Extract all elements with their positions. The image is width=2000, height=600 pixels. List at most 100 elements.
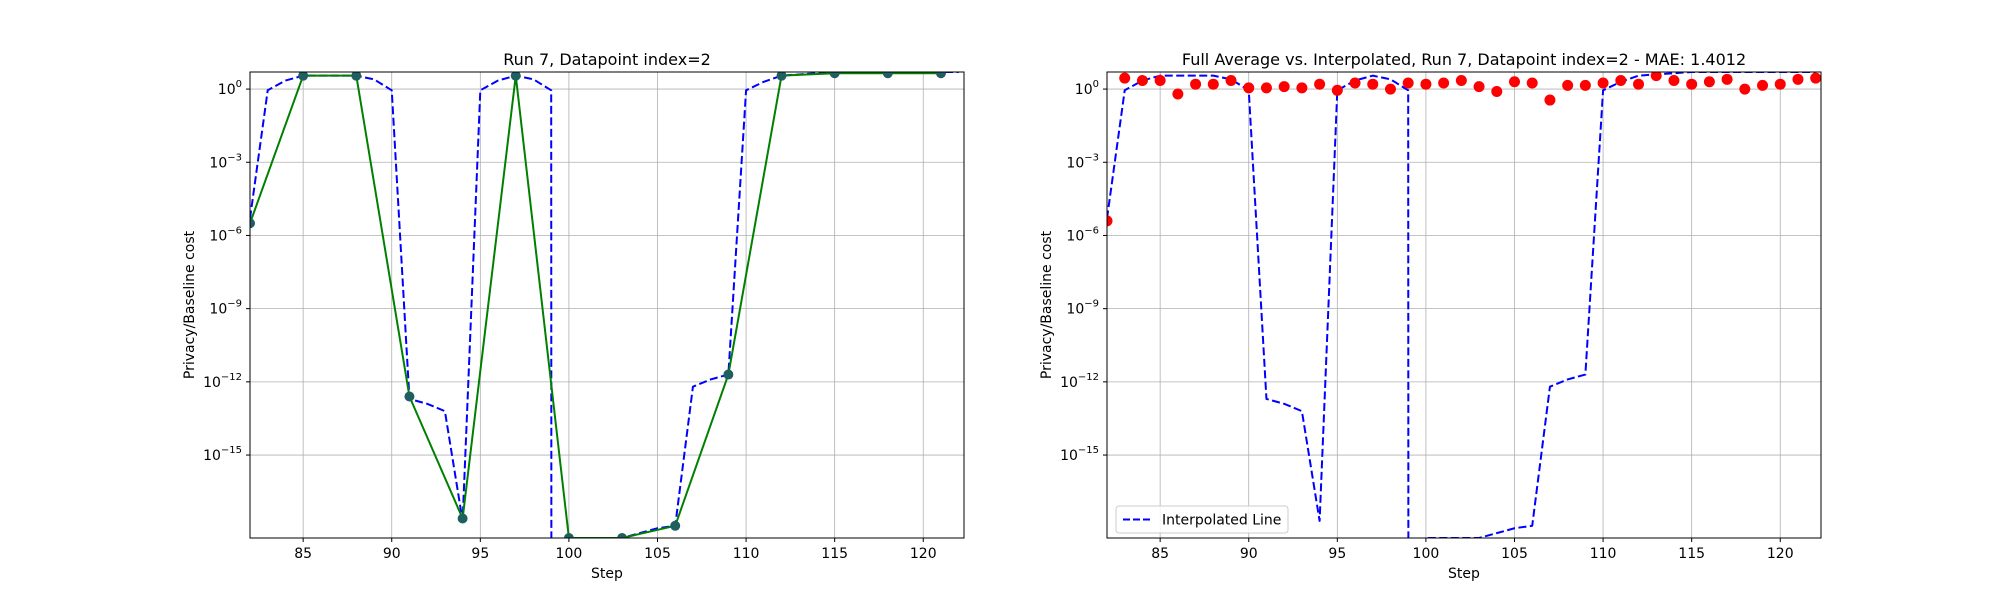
average-point (1579, 79, 1591, 91)
average-point (1615, 75, 1627, 87)
average-point (1207, 78, 1219, 90)
chart-left-frame (249, 71, 965, 539)
average-point (1686, 78, 1698, 90)
legend-box (1115, 505, 1289, 534)
chart-left-ylabel: Privacy/Baseline cost (182, 230, 198, 379)
x-tick-label: 100 (556, 546, 583, 562)
average-point (1278, 81, 1290, 93)
x-tick-label: 100 (1413, 546, 1440, 562)
x-tick-label: 95 (471, 546, 489, 562)
y-tick-label: 10−9 (1066, 299, 1099, 318)
average-point (1633, 78, 1645, 90)
chart-left-xlabel: Step (591, 566, 623, 582)
chart-left-xticks: 85 90 95 100 105 110 115 120 (294, 538, 937, 562)
average-point (1331, 84, 1343, 96)
average-point (1260, 82, 1272, 94)
sampled-point (829, 72, 840, 79)
average-point (1402, 77, 1414, 89)
average-point (1136, 75, 1148, 87)
sampled-point (882, 72, 893, 79)
x-tick-label: 120 (1767, 546, 1794, 562)
sampled-point (723, 369, 734, 380)
average-point (1384, 83, 1396, 95)
sampled-point (510, 72, 521, 81)
average-point (1225, 75, 1237, 87)
average-point (1792, 73, 1804, 85)
x-tick-label: 90 (383, 546, 401, 562)
chart-right-grid (1107, 72, 1821, 538)
average-point (1544, 94, 1556, 106)
sampled-point (250, 218, 255, 229)
average-point (1810, 72, 1821, 84)
x-tick-label: 105 (644, 546, 671, 562)
chart-left-plot (250, 72, 959, 538)
sampled-point (670, 520, 681, 531)
average-point (1774, 78, 1786, 90)
average-point (1562, 79, 1574, 91)
sampled-point (298, 72, 309, 81)
chart-right: Full Average vs. Interpolated, Run 7, Da… (1039, 50, 1822, 582)
average-point (1119, 72, 1131, 84)
x-tick-label: 110 (733, 546, 760, 562)
average-point (1172, 88, 1184, 100)
legend-interpolated-line-label: Interpolated Line (1162, 513, 1281, 529)
y-tick-label: 10−15 (203, 445, 242, 464)
x-tick-label: 105 (1501, 546, 1528, 562)
chart-left: Run 7, Datapoint index=2 85 90 95 100 105 110… (182, 50, 965, 582)
x-tick-label: 85 (294, 546, 312, 562)
x-tick-label: 120 (910, 546, 937, 562)
y-tick-label: 10−3 (1066, 152, 1099, 171)
chart-right-xlabel: Step (1448, 566, 1480, 582)
average-point (1703, 76, 1715, 88)
chart-right-title: Full Average vs. Interpolated, Run 7, Da… (1182, 50, 1746, 69)
chart-right-yticks: 100 10−3 10−6 10−9 10−12 10−15 (1060, 79, 1107, 464)
y-tick-label: 10−12 (1060, 372, 1099, 391)
average-point (1296, 82, 1308, 94)
average-point (1154, 75, 1166, 87)
average-point (1650, 72, 1662, 82)
interpolated-dashed-line (250, 72, 959, 538)
sampled-point (935, 72, 946, 79)
sampled-point (776, 72, 787, 81)
average-point (1243, 82, 1255, 94)
y-tick-label: 10−9 (209, 299, 242, 318)
y-tick-label: 10−6 (209, 225, 242, 244)
x-tick-label: 110 (1590, 546, 1617, 562)
average-point (1420, 78, 1432, 90)
average-point (1508, 76, 1520, 88)
sampled-point (404, 391, 415, 402)
average-point (1721, 73, 1733, 85)
y-tick-label: 10−12 (203, 372, 242, 391)
chart-right-frame (1106, 71, 1822, 539)
sampled-point (351, 72, 362, 81)
average-point (1597, 77, 1609, 89)
y-tick-label: 100 (218, 79, 242, 98)
x-tick-label: 115 (821, 546, 848, 562)
average-point (1455, 75, 1467, 87)
sampled-solid-line (250, 72, 941, 538)
y-tick-label: 10−3 (209, 152, 242, 171)
x-tick-label: 115 (1678, 546, 1705, 562)
average-point (1438, 77, 1450, 89)
sampled-point (563, 533, 574, 538)
sampled-point (617, 533, 628, 538)
chart-left-grid (250, 72, 964, 538)
chart-right-ylabel: Privacy/Baseline cost (1039, 230, 1055, 379)
chart-right-xticks: 85 90 95 100 105 110 115 120 (1151, 538, 1794, 562)
average-point (1668, 75, 1680, 87)
x-tick-label: 90 (1240, 546, 1258, 562)
y-tick-label: 100 (1075, 79, 1099, 98)
sampled-point (457, 513, 468, 524)
x-tick-label: 95 (1328, 546, 1346, 562)
average-point (1473, 81, 1485, 93)
average-point (1190, 78, 1202, 90)
chart-right-legend: Interpolated Line (1115, 505, 1289, 534)
x-tick-label: 85 (1151, 546, 1169, 562)
chart-right-plot (1107, 72, 1821, 538)
chart-left-title: Run 7, Datapoint index=2 (503, 50, 711, 69)
average-point (1526, 77, 1538, 89)
average-point (1367, 78, 1379, 90)
y-tick-label: 10−6 (1066, 225, 1099, 244)
average-point (1349, 77, 1361, 89)
